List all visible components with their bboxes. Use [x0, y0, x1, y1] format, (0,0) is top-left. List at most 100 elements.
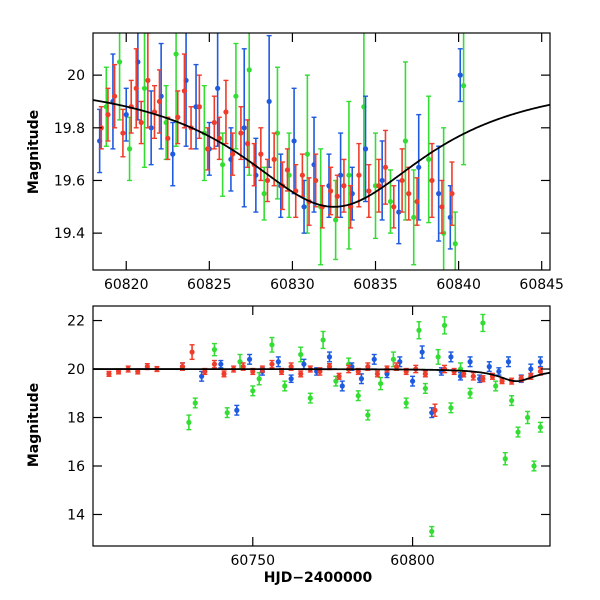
data-point	[419, 345, 425, 359]
data-point	[141, 33, 148, 169]
marker	[419, 349, 425, 355]
x-tick-label: 60800	[390, 553, 435, 569]
marker	[356, 172, 362, 178]
marker	[250, 388, 256, 394]
marker	[346, 172, 352, 178]
data-point	[216, 116, 222, 161]
marker	[189, 349, 195, 355]
marker	[215, 85, 221, 91]
marker	[416, 164, 422, 170]
plot-area	[93, 313, 550, 538]
data-point	[435, 348, 441, 365]
marker	[123, 112, 129, 118]
data-point	[384, 365, 390, 373]
y-tick-label: 14	[67, 507, 85, 523]
marker	[261, 191, 267, 197]
data-point	[298, 346, 304, 363]
marker	[390, 356, 397, 362]
data-point	[234, 404, 240, 416]
data-point	[266, 34, 272, 169]
marker	[366, 188, 372, 194]
marker	[460, 83, 467, 89]
y-tick-label: 19.8	[54, 121, 85, 137]
data-point	[284, 148, 291, 192]
plot-frame	[92, 32, 551, 271]
marker	[106, 371, 112, 377]
data-point	[486, 361, 492, 373]
marker	[264, 177, 271, 184]
marker	[156, 98, 163, 105]
marker	[274, 130, 281, 136]
data-point	[374, 370, 381, 378]
data-point	[105, 87, 111, 142]
data-point	[223, 79, 229, 145]
data-point	[271, 132, 277, 187]
data-point	[241, 48, 247, 208]
marker	[376, 183, 382, 189]
marker	[282, 383, 288, 389]
marker	[320, 337, 326, 343]
x-tick-label: 60750	[231, 553, 276, 569]
data-point	[457, 48, 463, 103]
marker	[362, 146, 369, 152]
marker	[216, 135, 222, 141]
panel-full: Magnitude HJD−2400000 60750 60800 14 16 18 20…	[26, 305, 551, 586]
marker	[220, 162, 226, 168]
data-point	[274, 66, 281, 200]
marker	[509, 397, 515, 404]
data-point	[509, 394, 515, 407]
marker	[298, 371, 304, 377]
series-r	[98, 33, 455, 234]
data-point	[376, 158, 382, 213]
data-point	[151, 84, 158, 140]
marker	[173, 51, 179, 57]
data-point	[422, 370, 428, 378]
data-point	[496, 367, 502, 376]
data-point	[211, 359, 218, 369]
data-point	[391, 185, 397, 229]
data-point	[269, 336, 275, 353]
marker	[326, 364, 333, 370]
data-point	[441, 316, 448, 335]
plot-area	[93, 33, 550, 270]
marker	[467, 359, 473, 365]
data-point	[334, 174, 340, 219]
marker	[144, 364, 150, 370]
data-point	[470, 371, 476, 381]
data-point	[299, 153, 305, 197]
data-point	[238, 106, 244, 161]
model-curve	[93, 99, 550, 208]
x-tick-label: 60835	[353, 277, 398, 293]
data-point	[192, 397, 198, 409]
data-point	[436, 145, 442, 242]
marker	[116, 59, 123, 65]
data-point	[467, 387, 473, 399]
marker	[269, 342, 275, 348]
marker	[244, 141, 251, 147]
marker	[275, 359, 281, 365]
marker	[307, 395, 313, 401]
marker	[493, 383, 499, 389]
marker	[452, 241, 458, 247]
data-point	[414, 177, 420, 226]
marker	[436, 191, 442, 197]
marker	[336, 373, 342, 379]
data-point	[256, 371, 262, 386]
data-point	[502, 451, 508, 466]
data-point	[460, 33, 467, 166]
series-r	[106, 344, 544, 418]
data-point	[307, 392, 313, 404]
data-point	[258, 127, 264, 182]
marker	[192, 400, 198, 406]
marker	[238, 130, 244, 136]
data-point	[231, 365, 237, 373]
data-point	[399, 148, 405, 213]
data-point	[218, 359, 224, 369]
y-tick-label: 16	[67, 459, 85, 475]
marker	[112, 93, 118, 99]
marker	[365, 364, 371, 370]
data-point	[499, 378, 505, 385]
data-point	[338, 132, 344, 219]
marker	[284, 167, 291, 173]
